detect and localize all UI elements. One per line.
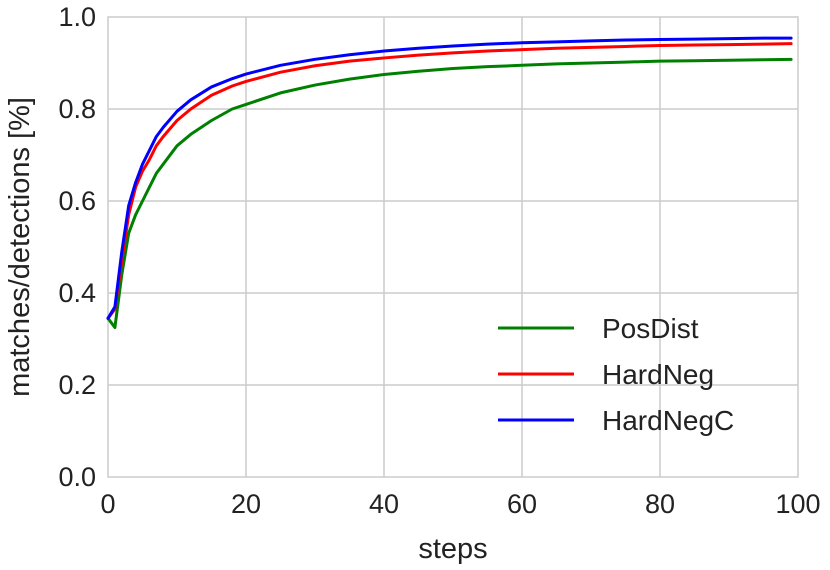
series-line-posdist [106,57,793,329]
y-axis-ticks: 0.0 0.2 0.4 0.6 0.8 1.0 [58,2,96,492]
x-axis-ticks: 0 20 40 60 80 100 [100,489,820,519]
y-tick-label: 0.2 [58,370,96,400]
series-lines [106,36,793,329]
legend-label-hardneg: HardNeg [602,359,714,390]
x-tick-label: 20 [231,489,261,519]
y-tick-label: 1.0 [58,2,96,32]
x-tick-label: 60 [507,489,537,519]
y-tick-label: 0.6 [58,186,96,216]
legend-label-hardnegc: HardNegC [602,405,734,436]
legend: PosDist HardNeg HardNegC [498,313,734,436]
y-tick-label: 0.8 [58,94,96,124]
x-tick-label: 40 [369,489,399,519]
series-line-hardnegc [106,36,793,320]
x-tick-label: 0 [100,489,115,519]
grid [108,17,798,477]
x-tick-label: 80 [645,489,675,519]
x-tick-label: 100 [775,489,820,519]
y-axis-label: matches/detections [%] [4,97,36,397]
plot-area [107,16,799,478]
y-tick-label: 0.4 [58,278,96,308]
y-tick-label: 0.0 [58,462,96,492]
legend-label-posdist: PosDist [602,313,699,344]
x-axis-label: steps [418,533,487,565]
series-line-hardneg [106,42,793,320]
